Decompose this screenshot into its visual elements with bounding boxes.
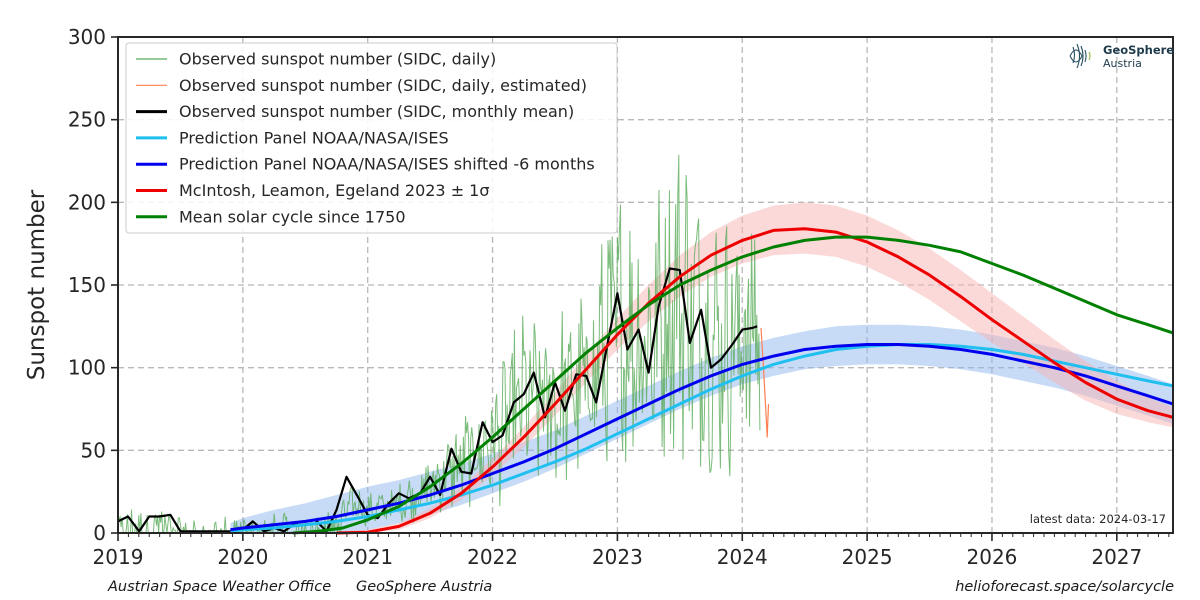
uncertainty-band (336, 202, 1173, 534)
legend: Observed sunspot number (SIDC, daily) Obs… (125, 42, 618, 234)
x-tick-label: 2021 (342, 545, 393, 569)
legend-label: Prediction Panel NOAA/NASA/ISES shifted … (179, 155, 595, 174)
series-lines (117, 154, 1174, 535)
series-line-5 (336, 227, 1174, 535)
series-line-1 (760, 327, 770, 438)
legend-label: McIntosh, Leamon, Egeland 2023 ± 1σ (179, 181, 490, 200)
uncertainty-band (230, 324, 1173, 533)
x-tick-label: 2026 (967, 545, 1018, 569)
logo-line1: GeoSphere (1103, 43, 1174, 57)
legend-label: Mean solar cycle since 1750 (179, 207, 406, 226)
legend-label: Observed sunspot number (SIDC, monthly m… (179, 102, 574, 121)
legend-label: Observed sunspot number (SIDC, daily) (179, 50, 496, 69)
axis-ticks: 2019 2020 2021 2022 2023 2024 2025 2026 2027 0 50 1… (68, 25, 1170, 569)
legend-label: Prediction Panel NOAA/NASA/ISES (179, 128, 449, 147)
latest-data-note: latest data: 2024-03-17 (1030, 512, 1166, 526)
series-line-2 (117, 267, 758, 533)
y-tick-label: 0 (93, 521, 106, 545)
series-line-4 (230, 343, 1174, 532)
series-line-daily (117, 154, 761, 535)
x-tick-label: 2019 (93, 545, 144, 569)
legend-box (125, 42, 618, 234)
x-tick-label: 2023 (592, 545, 643, 569)
geosphere-logo: GeoSphere Austria (1069, 43, 1174, 70)
legend-label: Observed sunspot number (SIDC, daily, es… (179, 76, 587, 95)
geosphere-logo-icon (1069, 43, 1091, 69)
y-tick-label: 300 (68, 25, 106, 49)
x-tick-label: 2020 (217, 545, 268, 569)
y-tick-label: 150 (68, 273, 106, 297)
x-tick-label: 2027 (1091, 545, 1142, 569)
y-axis-title: Sunspot number (24, 189, 50, 380)
series-line-6 (292, 235, 1174, 535)
footer-institution: GeoSphere Austria (356, 579, 493, 595)
series-line-3 (230, 343, 1174, 533)
y-tick-label: 250 (68, 108, 106, 132)
x-tick-label: 2024 (717, 545, 768, 569)
uncertainty-bands (230, 202, 1173, 534)
x-tick-label: 2025 (842, 545, 893, 569)
y-tick-label: 100 (68, 356, 106, 380)
y-tick-label: 50 (81, 438, 106, 462)
x-tick-label: 2022 (467, 545, 518, 569)
footer-website: helioforecast.space/solarcycle (955, 579, 1174, 595)
y-tick-label: 200 (68, 190, 106, 214)
logo-line2: Austria (1103, 57, 1142, 70)
footer-organization: Austrian Space Weather Office (108, 579, 332, 595)
